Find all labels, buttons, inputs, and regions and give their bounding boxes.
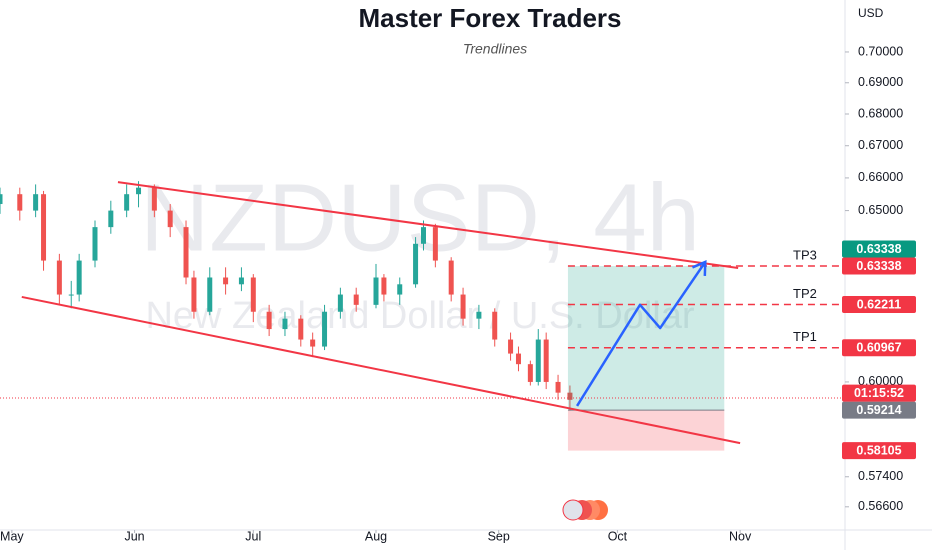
candle-body bbox=[266, 311, 272, 330]
candle-body bbox=[207, 277, 213, 312]
trendline bbox=[21, 295, 741, 445]
price-label-bg bbox=[842, 339, 916, 357]
candle-body bbox=[124, 194, 130, 211]
candle-body bbox=[191, 277, 197, 312]
candle-body bbox=[310, 339, 316, 347]
candle-body bbox=[282, 318, 288, 330]
candle-body bbox=[397, 284, 403, 295]
candle-body bbox=[413, 243, 419, 285]
tp-label: TP1 bbox=[793, 329, 817, 344]
candle-body bbox=[0, 194, 3, 205]
price-label: 01:15:52 bbox=[854, 386, 904, 400]
x-tick-label: Oct bbox=[608, 529, 628, 543]
price-label-bg bbox=[842, 401, 916, 419]
candle-body bbox=[136, 187, 142, 195]
candle-body bbox=[17, 194, 23, 211]
candle-body bbox=[353, 294, 359, 305]
x-tick-label: Jun bbox=[124, 529, 144, 543]
watermark: NZDUSD, 4h bbox=[140, 164, 700, 271]
logo bbox=[562, 499, 608, 521]
tp-label: TP2 bbox=[793, 286, 817, 301]
candle-body bbox=[151, 187, 157, 211]
x-tick-label: Nov bbox=[729, 529, 752, 543]
candle-body bbox=[555, 381, 561, 393]
watermark-subtitle: New Zealand Dollar / U.S. Dollar bbox=[145, 295, 694, 337]
candle-body bbox=[337, 294, 343, 312]
candle-body bbox=[76, 260, 82, 295]
candle-body bbox=[92, 227, 98, 261]
candle-body bbox=[41, 194, 47, 261]
y-tick-label: 0.56600 bbox=[858, 499, 903, 513]
candle-body bbox=[381, 277, 387, 295]
currency: USD bbox=[858, 6, 884, 20]
candle-body bbox=[476, 311, 482, 319]
projection-path bbox=[575, 261, 707, 407]
candle-body bbox=[322, 311, 328, 347]
y-tick-label: 0.67000 bbox=[858, 138, 903, 152]
stop-zone bbox=[567, 410, 725, 451]
price-label: 0.63338 bbox=[856, 242, 901, 256]
x-tick-label: Jul bbox=[245, 529, 261, 543]
y-tick-label: 0.70000 bbox=[858, 44, 903, 58]
y-tick-label: 0.66000 bbox=[858, 170, 903, 184]
candle-body bbox=[250, 277, 256, 312]
candle-body bbox=[448, 260, 454, 295]
y-tick-label: 0.68000 bbox=[858, 106, 903, 120]
price-label-bg bbox=[842, 257, 916, 275]
candle-body bbox=[56, 260, 62, 295]
candle-body bbox=[527, 364, 533, 382]
tp-label: TP3 bbox=[793, 247, 817, 262]
x-tick-label: May bbox=[0, 529, 24, 543]
price-label-bg bbox=[842, 295, 916, 313]
candle-body bbox=[432, 227, 438, 261]
x-tick-label: Aug bbox=[365, 529, 387, 543]
candle-body bbox=[567, 392, 573, 400]
price-label: 0.63338 bbox=[856, 259, 901, 273]
candle-body bbox=[167, 210, 173, 228]
candle-body bbox=[515, 353, 521, 365]
axes: 0.70000 0.69000 0.68000 0.67000 0.66000 0.650… bbox=[0, 44, 916, 543]
candle-body bbox=[373, 277, 379, 305]
y-tick-label: 0.65000 bbox=[858, 203, 903, 217]
price-label: 0.58105 bbox=[856, 443, 901, 457]
price-label: 0.62211 bbox=[857, 297, 902, 311]
x-tick-label: Sep bbox=[488, 529, 510, 543]
candle-body bbox=[33, 194, 39, 211]
candle-body bbox=[298, 318, 304, 340]
candle-body bbox=[492, 311, 498, 340]
candle-body bbox=[508, 339, 514, 354]
price-label-bg bbox=[842, 384, 916, 402]
price-label-bg bbox=[842, 240, 916, 258]
candle-body bbox=[68, 294, 74, 296]
projection-arrowhead bbox=[691, 259, 707, 276]
plot-area bbox=[0, 181, 573, 411]
chart-subtitle: Trendlines bbox=[463, 41, 527, 57]
candle-body bbox=[460, 294, 466, 319]
y-tick-label: 0.69000 bbox=[858, 75, 903, 89]
trendline bbox=[117, 181, 739, 269]
candle-body bbox=[108, 210, 114, 228]
chart-title: Master Forex Traders bbox=[358, 3, 621, 33]
candle-body bbox=[420, 227, 426, 244]
overlays: TP3 TP2 TP1 bbox=[0, 181, 845, 451]
target-zone bbox=[567, 266, 725, 411]
candle-body bbox=[183, 227, 189, 278]
candle-body bbox=[543, 339, 549, 382]
price-label-bg bbox=[842, 442, 916, 460]
candle-body bbox=[535, 339, 541, 382]
price-label: 0.59214 bbox=[856, 403, 901, 417]
candle-body bbox=[223, 277, 229, 285]
y-tick-label: 0.57400 bbox=[858, 469, 903, 483]
candle-body bbox=[238, 277, 244, 285]
price-label: 0.60967 bbox=[856, 341, 901, 355]
